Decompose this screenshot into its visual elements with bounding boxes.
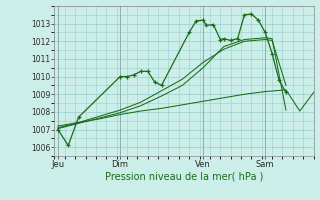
X-axis label: Pression niveau de la mer( hPa ): Pression niveau de la mer( hPa ) xyxy=(105,172,263,182)
